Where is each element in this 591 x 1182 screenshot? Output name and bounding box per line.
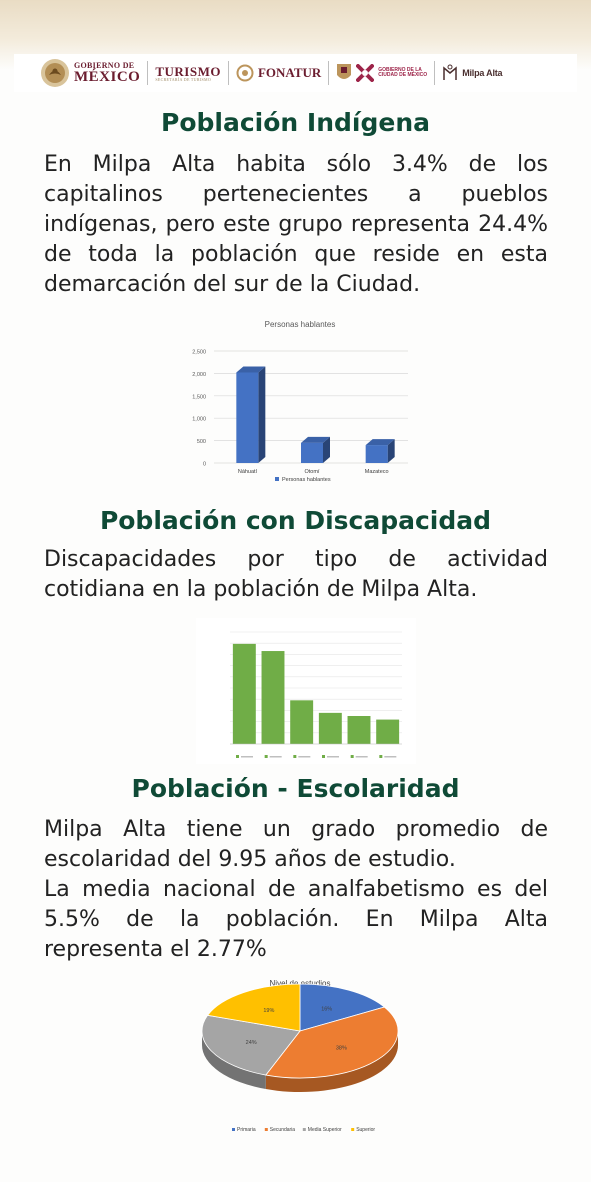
legend-label: Secundaria [270, 1127, 296, 1133]
pie-slice [201, 1014, 301, 1076]
bar-top [236, 366, 266, 373]
bar [347, 716, 371, 744]
pie-data-label: 24% [246, 1040, 257, 1046]
indigenous-population-paragraph: En Milpa Alta habita sólo 3.4% de los ca… [44, 152, 548, 297]
education-pie-chart: Nivel de estudios 16% 38% 24% 19% Primaria Sec… [196, 973, 408, 1143]
pie-data-label: 16% [321, 1007, 332, 1013]
bar [365, 445, 388, 463]
education-pie-chart-svg: Nivel de estudios 16% 38% 24% 19% Primaria Sec… [201, 979, 399, 1133]
institutional-logo-bar: GOBIERNO DE MÉXICO TURISMO SECRETARÍA DE… [14, 54, 577, 92]
legend-swatch [351, 1128, 355, 1131]
speakers-bar-chart-svg: Personas hablantes 0 500 1,000 1,500 2,000 2,5… [192, 320, 408, 483]
turismo-subtext: SECRETARÍA DE TURISMO [155, 76, 212, 82]
legend-label: Superior [356, 1127, 375, 1133]
legend-label: Media Superior [308, 1127, 342, 1133]
legend-swatch [379, 755, 383, 758]
y-tick-label: 1,000 [192, 417, 206, 423]
logo-divider [434, 61, 436, 85]
legend-text-placeholder [384, 756, 397, 758]
bar [318, 712, 342, 744]
fonatur-text: FONATUR [257, 65, 322, 80]
milpa-alta-logo: Milpa Alta [442, 64, 503, 82]
legend-label: Primaria [237, 1127, 256, 1133]
turismo-logo: TURISMO SECRETARÍA DE TURISMO [155, 65, 221, 82]
pie-slice-side [265, 1031, 398, 1092]
logo-divider [227, 61, 229, 85]
section-title-escolaridad: Población - Escolaridad [131, 774, 460, 803]
x-tick-label: Náhuatl [238, 469, 257, 475]
y-tick-label: 500 [197, 439, 206, 445]
logo-divider [147, 61, 149, 85]
cdmx-line2: CIUDAD DE MÉXICO [378, 72, 428, 78]
bar [290, 700, 314, 744]
cdmx-line1: GOBIERNO DE LA [378, 66, 422, 73]
cdmx-pink-emblem-icon [356, 64, 375, 82]
bar-side [323, 436, 330, 463]
bar-side [258, 366, 266, 463]
pie-slice [265, 1006, 399, 1079]
cdmx-logo: GOBIERNO DE LA CIUDAD DE MÉXICO [336, 63, 427, 83]
bar-side [387, 439, 395, 463]
legend-swatch [302, 1128, 306, 1131]
legend-text-placeholder [355, 756, 368, 758]
bar [232, 643, 256, 744]
disability-paragraph: Discapacidades por tipo de actividad cot… [44, 547, 548, 602]
section-title-poblacion-indigena: Población Indígena [161, 108, 430, 137]
y-tick-label: 2,500 [192, 350, 206, 356]
legend-swatch [293, 755, 297, 758]
bar [236, 372, 259, 463]
illiteracy-paragraph: La media nacional de analfabetismo es de… [44, 877, 548, 962]
legend-swatch [264, 755, 268, 758]
turismo-text: TURISMO [155, 63, 221, 79]
bar [261, 651, 285, 744]
x-tick-label: Otomí [305, 469, 320, 475]
pie-slice-side [202, 1031, 266, 1090]
y-tick-label: 1,500 [192, 394, 206, 400]
legend-swatch [264, 1128, 268, 1131]
chart-title: Nivel de estudios [270, 979, 331, 988]
pie-slice [299, 983, 386, 1032]
fonatur-flower-icon [236, 64, 254, 82]
legend-text-placeholder [269, 756, 282, 758]
legend-text-placeholder [241, 756, 253, 758]
gobierno-line2: MÉXICO [74, 68, 141, 85]
legend-swatch [232, 1128, 235, 1131]
section-title-discapacidad: Población con Discapacidad [99, 506, 492, 535]
fonatur-logo: FONATUR [236, 64, 321, 82]
x-tick-label: Mazateco [365, 469, 389, 475]
gobierno-de-mexico-logo: GOBIERNO DE MÉXICO [40, 58, 140, 88]
cdmx-shield-icon [337, 64, 352, 79]
milpa-alta-text: Milpa Alta [462, 68, 503, 78]
legend-swatch [236, 755, 239, 758]
disability-bar-chart [196, 618, 416, 764]
chart-title: Personas hablantes [265, 320, 336, 329]
bar [301, 442, 323, 463]
disability-bar-chart-svg [230, 631, 402, 758]
pie-data-label: 38% [336, 1046, 347, 1052]
bar-top [365, 439, 395, 446]
y-tick-label: 0 [203, 462, 206, 468]
milpa-alta-glyph-icon [443, 64, 457, 80]
national-seal-icon [41, 59, 69, 87]
legend-swatch [350, 755, 354, 758]
logo-divider [328, 61, 330, 85]
bar [376, 719, 400, 744]
legend-label: Personas hablantes [282, 477, 331, 483]
bar-top [301, 436, 330, 443]
legend-text-placeholder [298, 756, 311, 758]
legend-text-placeholder [327, 756, 339, 758]
legend-swatch [275, 477, 279, 481]
y-tick-label: 2,000 [192, 372, 206, 378]
pie-slice [206, 983, 301, 1032]
schooling-paragraph: Milpa Alta tiene un grado promedio de es… [44, 817, 548, 872]
legend-swatch [322, 755, 325, 758]
pie-data-label: 19% [263, 1008, 274, 1014]
gobierno-line1: GOBIERNO DE [74, 60, 135, 70]
speakers-bar-chart: Personas hablantes 0 500 1,000 1,500 2,000 2,5… [178, 313, 418, 491]
